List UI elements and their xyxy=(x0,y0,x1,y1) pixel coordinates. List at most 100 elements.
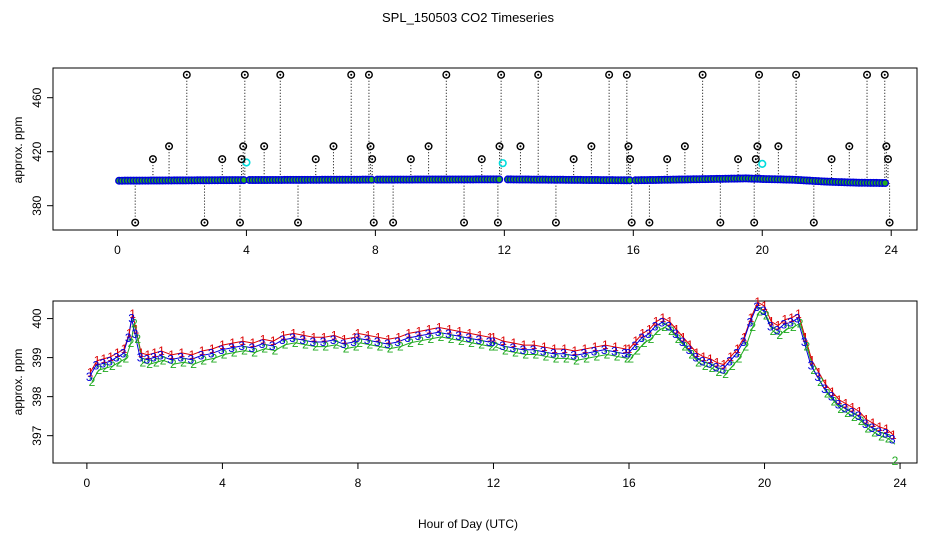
series-2-marker: 2 xyxy=(543,349,550,363)
series-1-marker: 1 xyxy=(219,338,226,352)
spike-point-center xyxy=(242,145,245,148)
series-1-marker: 1 xyxy=(622,342,629,356)
spike-point-center xyxy=(185,73,188,76)
series-2-line xyxy=(630,310,896,445)
series-2-marker: 2 xyxy=(604,347,611,361)
series-1-marker: 1 xyxy=(168,348,175,362)
series-2-marker: 2 xyxy=(427,332,434,346)
series-3-marker: 3 xyxy=(330,333,337,347)
spike-point xyxy=(622,70,631,79)
series-2-marker: 2 xyxy=(573,353,580,367)
series-2-marker: 2 xyxy=(892,454,899,468)
series-3-marker: 3 xyxy=(665,319,672,333)
series-1-marker: 1 xyxy=(639,326,646,340)
spike-point xyxy=(148,155,157,164)
spike-point-center xyxy=(753,221,756,224)
series-1-marker: 1 xyxy=(795,307,802,321)
spike-point-center xyxy=(888,221,891,224)
series-2-marker: 2 xyxy=(688,347,695,361)
bottom-x-tick-label: 8 xyxy=(355,476,362,490)
series-1-marker: 1 xyxy=(802,330,809,344)
series-2-marker: 2 xyxy=(407,336,414,350)
spike-point xyxy=(276,70,285,79)
series-1-marker: 1 xyxy=(280,328,287,342)
spike-point-center xyxy=(445,73,448,76)
series-3-marker: 3 xyxy=(882,427,889,441)
series-1-marker: 1 xyxy=(121,342,128,356)
series-3-marker: 3 xyxy=(106,355,113,369)
series-3-marker: 3 xyxy=(289,331,296,345)
series-2-marker: 2 xyxy=(614,349,621,363)
spike-point xyxy=(569,155,578,164)
bottom-y-tick-label: 399 xyxy=(30,347,44,367)
series-1-marker: 1 xyxy=(666,315,673,329)
series-3-marker: 3 xyxy=(93,358,100,372)
series-1-marker: 1 xyxy=(456,324,463,338)
series-1-marker: 1 xyxy=(551,342,558,356)
series-2-marker: 2 xyxy=(458,334,465,348)
series-2-marker: 2 xyxy=(302,338,309,352)
spike-point-center xyxy=(243,73,246,76)
series-2-marker: 2 xyxy=(312,340,319,354)
series-2-marker: 2 xyxy=(729,359,736,373)
series-3-marker: 3 xyxy=(279,333,286,347)
series-3-marker: 3 xyxy=(99,356,106,370)
series-2-marker: 2 xyxy=(261,342,268,356)
series-3-marker: 3 xyxy=(455,329,462,343)
series-3-marker: 3 xyxy=(733,347,740,361)
series-1-line xyxy=(493,336,626,352)
series-1-marker: 1 xyxy=(782,313,789,327)
series-3-marker: 3 xyxy=(249,341,256,355)
series-2-marker: 2 xyxy=(715,365,722,379)
series-3-marker: 3 xyxy=(889,433,896,447)
spike-point-center xyxy=(537,73,540,76)
series-2-marker: 2 xyxy=(763,308,770,322)
series-1-marker: 1 xyxy=(876,420,883,434)
top-x-axis: 0 4 8 12 16 20 24 xyxy=(114,230,898,257)
series-1-marker: 1 xyxy=(768,315,775,329)
series-1-marker: 1 xyxy=(436,321,443,335)
series-2-line xyxy=(359,336,492,350)
series-3-marker: 3 xyxy=(841,401,848,415)
spike-point-center xyxy=(737,158,740,161)
series-2-marker: 2 xyxy=(810,363,817,377)
series-2-marker: 2 xyxy=(804,340,811,354)
series-3-marker: 3 xyxy=(801,335,808,349)
series-2-marker: 2 xyxy=(343,342,350,356)
spike-point-center xyxy=(240,158,243,161)
series-2-marker: 2 xyxy=(770,324,777,338)
bottom-x-axis: 0 4 8 12 16 20 24 xyxy=(84,463,907,490)
spike-point xyxy=(605,70,614,79)
series-3-marker: 3 xyxy=(631,339,638,353)
spike-point xyxy=(863,70,872,79)
cyan-point xyxy=(758,159,767,168)
bottom-x-tick-label: 16 xyxy=(622,476,636,490)
series-2-line xyxy=(494,346,628,361)
series-3-marker: 3 xyxy=(638,331,645,345)
series-2-marker: 2 xyxy=(353,340,360,354)
spike-point xyxy=(364,70,373,79)
series-3-marker: 3 xyxy=(848,405,855,419)
spike-point xyxy=(680,142,689,151)
series-2-marker: 2 xyxy=(153,355,160,369)
bottom-x-tick-label: 12 xyxy=(487,476,501,490)
series-3-marker: 3 xyxy=(476,333,483,347)
series-2-marker: 2 xyxy=(668,324,675,338)
spike-point-center xyxy=(848,145,851,148)
spike-point-center xyxy=(392,221,395,224)
series-3-marker: 3 xyxy=(540,345,547,359)
spike-point xyxy=(311,155,320,164)
series-1-marker: 1 xyxy=(114,346,121,360)
spike-point-center xyxy=(554,221,557,224)
series-1-marker: 1 xyxy=(405,326,412,340)
series-2-marker: 2 xyxy=(797,316,804,330)
series-1-marker: 1 xyxy=(126,326,133,340)
spike-point xyxy=(495,142,504,151)
series-1-marker: 1 xyxy=(727,350,734,364)
spike-point xyxy=(366,142,375,151)
top-x-tick-label: 24 xyxy=(885,243,899,257)
series-3-marker: 3 xyxy=(86,370,93,384)
series-3-marker: 3 xyxy=(875,425,882,439)
series-2-marker: 2 xyxy=(322,340,329,354)
